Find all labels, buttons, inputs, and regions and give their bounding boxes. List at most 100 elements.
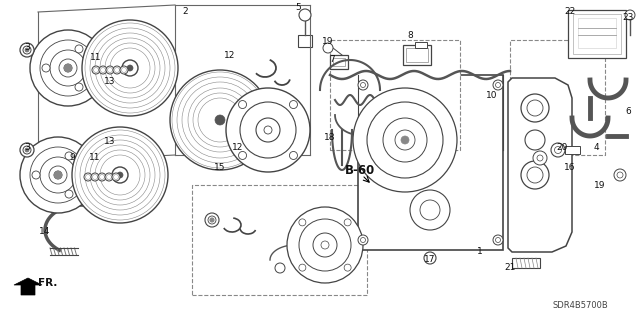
Text: 20: 20	[556, 144, 568, 152]
Circle shape	[617, 172, 623, 178]
Circle shape	[40, 40, 96, 96]
Text: 15: 15	[214, 164, 226, 173]
Circle shape	[299, 9, 311, 21]
Circle shape	[383, 118, 427, 162]
Circle shape	[525, 130, 545, 150]
Text: SDR4B5700B: SDR4B5700B	[552, 300, 608, 309]
Text: 6: 6	[625, 108, 631, 116]
Circle shape	[537, 155, 543, 161]
Polygon shape	[508, 78, 572, 252]
Circle shape	[205, 213, 219, 227]
Circle shape	[102, 40, 158, 96]
Circle shape	[122, 68, 127, 72]
Text: 13: 13	[104, 137, 116, 146]
Circle shape	[77, 132, 163, 218]
Text: 8: 8	[407, 31, 413, 40]
Circle shape	[100, 68, 106, 72]
Circle shape	[97, 152, 143, 198]
Text: 13: 13	[104, 78, 116, 86]
Circle shape	[99, 66, 107, 74]
Circle shape	[86, 174, 90, 180]
Circle shape	[495, 238, 500, 242]
Circle shape	[84, 173, 92, 181]
Circle shape	[313, 233, 337, 257]
Circle shape	[75, 83, 83, 91]
Text: 19: 19	[595, 181, 605, 189]
Circle shape	[49, 166, 67, 184]
Bar	[403, 45, 431, 65]
Text: B-60: B-60	[345, 164, 375, 176]
Circle shape	[115, 68, 120, 72]
Circle shape	[127, 65, 133, 71]
Circle shape	[20, 43, 34, 57]
Circle shape	[358, 235, 368, 245]
Circle shape	[65, 152, 73, 160]
Circle shape	[275, 263, 285, 273]
Circle shape	[239, 100, 246, 108]
Circle shape	[493, 235, 503, 245]
Circle shape	[59, 59, 77, 77]
Circle shape	[495, 83, 500, 87]
Circle shape	[256, 118, 280, 142]
Circle shape	[32, 171, 40, 179]
Circle shape	[206, 106, 234, 134]
Circle shape	[30, 147, 86, 203]
Circle shape	[358, 80, 368, 90]
Circle shape	[23, 146, 31, 154]
Circle shape	[114, 169, 126, 181]
Circle shape	[176, 76, 264, 164]
Bar	[406, 48, 428, 62]
Circle shape	[50, 50, 86, 86]
Circle shape	[112, 50, 148, 86]
Circle shape	[367, 102, 443, 178]
Text: 19: 19	[323, 38, 333, 47]
Circle shape	[99, 174, 104, 180]
Bar	[358, 75, 503, 250]
Circle shape	[100, 155, 140, 195]
Circle shape	[287, 207, 363, 283]
Circle shape	[424, 252, 436, 264]
Circle shape	[226, 88, 310, 172]
Circle shape	[92, 66, 100, 74]
Text: 21: 21	[504, 263, 516, 272]
Circle shape	[299, 219, 306, 226]
Circle shape	[108, 163, 132, 187]
Circle shape	[344, 264, 351, 271]
Circle shape	[395, 130, 415, 150]
Circle shape	[554, 146, 561, 153]
Circle shape	[97, 35, 163, 101]
Circle shape	[87, 142, 153, 208]
Circle shape	[106, 66, 114, 74]
Bar	[573, 14, 621, 54]
Circle shape	[521, 161, 549, 189]
Text: 1: 1	[477, 248, 483, 256]
Text: 18: 18	[324, 133, 336, 143]
Text: 22: 22	[564, 8, 575, 17]
Circle shape	[20, 143, 34, 157]
Circle shape	[124, 62, 136, 74]
Circle shape	[533, 151, 547, 165]
Circle shape	[102, 157, 138, 193]
Circle shape	[91, 173, 99, 181]
Bar	[298, 35, 312, 47]
Circle shape	[188, 88, 252, 152]
Circle shape	[108, 68, 113, 72]
Circle shape	[215, 115, 225, 125]
Circle shape	[90, 28, 170, 108]
Text: 17: 17	[424, 256, 436, 264]
Text: FR.: FR.	[38, 278, 58, 288]
Circle shape	[117, 172, 123, 178]
Circle shape	[72, 127, 168, 223]
Circle shape	[177, 77, 263, 163]
Circle shape	[353, 88, 457, 192]
Circle shape	[625, 10, 635, 20]
Circle shape	[100, 38, 160, 98]
Circle shape	[92, 30, 168, 106]
Circle shape	[110, 48, 150, 88]
Circle shape	[208, 216, 216, 224]
Bar	[510, 40, 605, 155]
Circle shape	[87, 25, 173, 111]
Circle shape	[64, 64, 72, 72]
Circle shape	[170, 70, 270, 170]
Circle shape	[40, 157, 76, 193]
